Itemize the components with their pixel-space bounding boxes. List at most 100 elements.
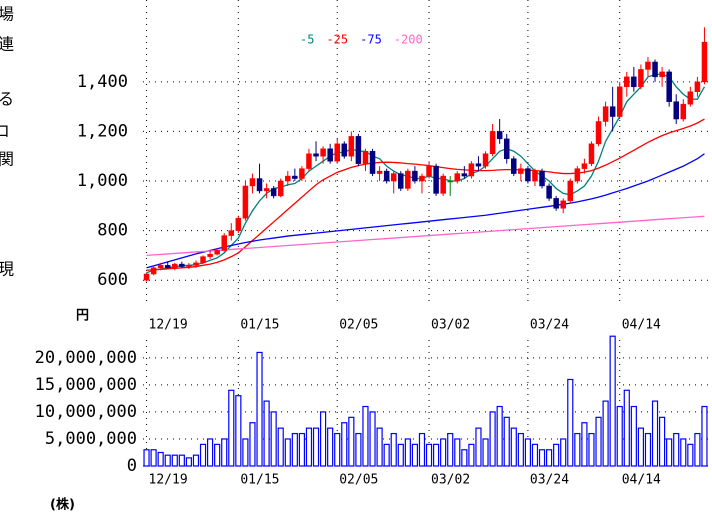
candle-body bbox=[482, 153, 489, 167]
bar bbox=[630, 405, 637, 467]
candle-body bbox=[214, 250, 220, 255]
side-label: コ bbox=[0, 122, 10, 141]
candle-body bbox=[376, 170, 383, 174]
candle-body bbox=[489, 131, 496, 154]
bar bbox=[524, 438, 532, 467]
candle-body bbox=[200, 256, 206, 264]
candle-body bbox=[638, 69, 644, 88]
bar bbox=[348, 416, 355, 467]
side-label: 連 bbox=[0, 35, 14, 54]
candle-body bbox=[157, 265, 164, 269]
bar bbox=[249, 422, 256, 467]
y-tick-label: 20,000,000 bbox=[35, 348, 137, 368]
side-label: 場 bbox=[0, 5, 14, 24]
candle-body bbox=[292, 175, 298, 179]
candle-body bbox=[426, 165, 432, 177]
candle-body bbox=[525, 168, 531, 182]
bar bbox=[489, 411, 496, 467]
candle-body bbox=[320, 148, 326, 157]
x-tick-label: 01/15 bbox=[240, 318, 279, 333]
bar bbox=[680, 438, 687, 467]
bar bbox=[383, 443, 390, 467]
bar bbox=[496, 405, 503, 467]
bar bbox=[390, 432, 397, 467]
bar bbox=[171, 454, 178, 467]
bar bbox=[517, 432, 524, 467]
candle-body bbox=[327, 148, 333, 162]
candle-body bbox=[687, 91, 694, 105]
candle-body bbox=[249, 178, 256, 187]
candle-body bbox=[511, 158, 517, 174]
ma-line bbox=[146, 215, 705, 257]
bar bbox=[355, 432, 362, 467]
candle-body bbox=[306, 153, 312, 169]
candle-body bbox=[285, 175, 291, 182]
candle-body bbox=[518, 168, 524, 174]
y-tick-label: 800 bbox=[97, 221, 128, 241]
bar bbox=[277, 427, 284, 467]
bar bbox=[447, 432, 454, 467]
bar bbox=[468, 443, 475, 467]
candle-body bbox=[150, 267, 157, 275]
candle-body bbox=[567, 180, 574, 202]
candle-body bbox=[228, 230, 235, 236]
bar bbox=[602, 400, 609, 467]
bar bbox=[341, 422, 348, 467]
candle-body bbox=[532, 170, 538, 182]
bar bbox=[150, 449, 157, 467]
bar bbox=[214, 443, 221, 467]
bar bbox=[482, 438, 489, 467]
bar bbox=[221, 438, 228, 467]
bar bbox=[263, 400, 270, 467]
candle-body bbox=[588, 143, 595, 164]
candle-body bbox=[390, 173, 397, 182]
candle-body bbox=[631, 76, 637, 88]
bar bbox=[411, 443, 419, 467]
bar bbox=[298, 432, 306, 467]
candle-body bbox=[553, 198, 559, 209]
candle-body bbox=[277, 180, 284, 197]
candle-body bbox=[475, 163, 482, 167]
candle-body bbox=[652, 61, 658, 78]
legend-entry: -5 bbox=[300, 33, 314, 47]
bar bbox=[291, 432, 298, 467]
candle-body bbox=[143, 273, 150, 281]
candle-body bbox=[574, 168, 581, 182]
bar bbox=[616, 405, 623, 467]
bar bbox=[312, 427, 320, 467]
bar bbox=[673, 432, 680, 467]
candle-body bbox=[263, 188, 270, 192]
candle-body bbox=[383, 170, 390, 182]
x-tick-label: 03/02 bbox=[431, 473, 470, 488]
candle-body bbox=[609, 106, 616, 117]
candle-body bbox=[362, 151, 369, 164]
candle-body bbox=[602, 106, 609, 122]
bar bbox=[305, 427, 313, 467]
candle-body bbox=[341, 143, 348, 157]
y-tick-label: 5,000,000 bbox=[45, 429, 137, 449]
bar bbox=[178, 454, 185, 467]
x-tick-label: 04/14 bbox=[622, 318, 661, 333]
ma-line bbox=[146, 118, 705, 271]
bar bbox=[644, 432, 652, 467]
bar bbox=[545, 449, 553, 467]
candle-body bbox=[673, 101, 679, 120]
bar bbox=[192, 454, 200, 467]
bar bbox=[235, 395, 242, 467]
bar bbox=[143, 449, 150, 467]
candle-body bbox=[440, 175, 446, 194]
candle-body bbox=[256, 178, 263, 192]
candle-body bbox=[560, 200, 566, 209]
bar bbox=[432, 443, 440, 467]
ma-line bbox=[146, 73, 706, 274]
bar bbox=[284, 438, 291, 467]
bar bbox=[157, 451, 164, 467]
candle-body bbox=[405, 170, 411, 189]
candle-body bbox=[645, 61, 651, 70]
x-tick-label: 02/05 bbox=[339, 473, 378, 488]
bar bbox=[228, 389, 235, 467]
y-unit: 円 bbox=[76, 309, 89, 324]
candle-body bbox=[546, 185, 552, 199]
